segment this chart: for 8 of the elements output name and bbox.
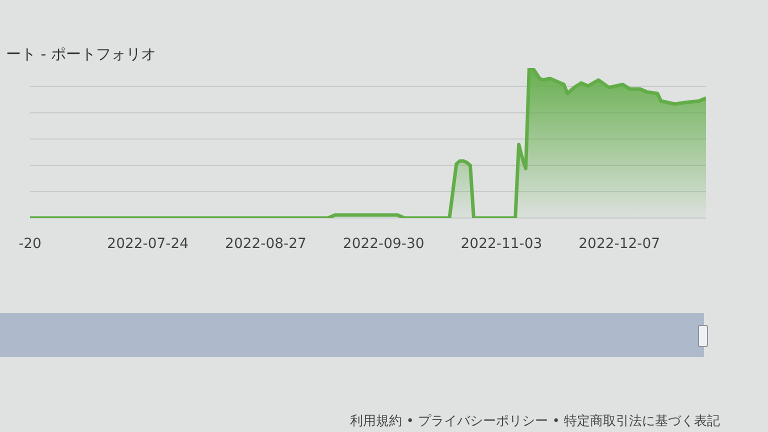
x-tick-label: 2022-07-24 xyxy=(107,236,189,252)
x-tick-label: 2022-12-07 xyxy=(578,236,660,252)
x-tick-label: -20 xyxy=(18,236,42,252)
chart-title: ート - ポートフォリオ xyxy=(6,45,156,64)
x-tick-label: 2022-11-03 xyxy=(460,236,542,252)
x-tick-label: 2022-09-30 xyxy=(342,236,424,252)
text: 利用規約 • プライバシーポリシー • 特定商取引法に基づく表記 xyxy=(350,413,720,430)
x-tick-label: 2022-08-27 xyxy=(225,236,306,252)
